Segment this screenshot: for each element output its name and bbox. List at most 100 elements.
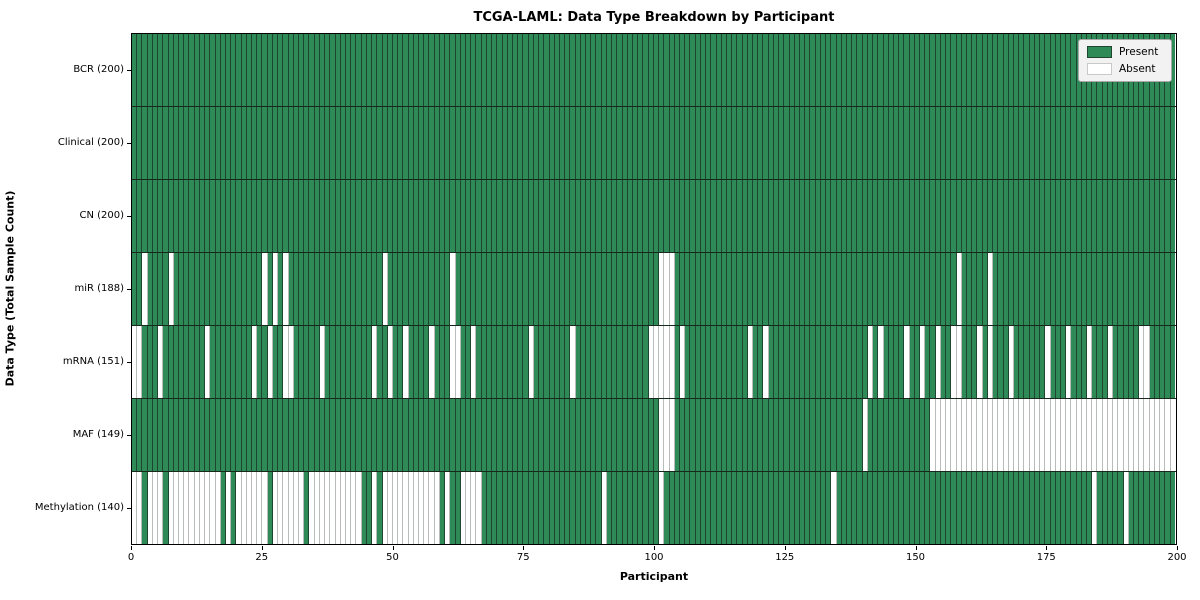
y-tick-mark — [127, 215, 131, 217]
cell — [789, 107, 795, 179]
cell — [434, 107, 440, 179]
cell — [236, 399, 242, 471]
cell — [257, 34, 263, 106]
cell — [982, 399, 988, 471]
cell — [559, 472, 566, 544]
cell — [695, 399, 701, 471]
cell — [502, 399, 508, 471]
cell — [575, 399, 581, 471]
cell — [664, 399, 670, 471]
cell — [852, 399, 858, 471]
cell — [142, 399, 148, 471]
cell — [1113, 472, 1119, 544]
cell — [419, 34, 425, 106]
cell — [878, 326, 884, 398]
cell — [345, 326, 352, 398]
cell — [852, 326, 858, 398]
cell — [810, 107, 816, 179]
cell — [403, 253, 409, 325]
cell — [867, 107, 874, 179]
cell — [586, 399, 592, 471]
cell — [643, 253, 649, 325]
cell — [377, 107, 383, 179]
cell — [215, 399, 221, 471]
cell — [486, 180, 493, 252]
cell — [486, 253, 493, 325]
cell — [826, 253, 832, 325]
cell — [998, 253, 1004, 325]
cell — [262, 253, 268, 325]
cell — [455, 399, 461, 471]
cell — [888, 107, 894, 179]
cell — [742, 107, 748, 179]
cell — [492, 253, 498, 325]
cell — [967, 472, 973, 544]
cell — [173, 253, 179, 325]
x-tick-mark — [392, 546, 394, 550]
cell — [1160, 399, 1166, 471]
cell — [565, 326, 571, 398]
cell — [398, 399, 404, 471]
cell — [1040, 472, 1046, 544]
cell — [1144, 253, 1150, 325]
cell — [1081, 107, 1088, 179]
cell — [252, 399, 258, 471]
cell — [429, 107, 435, 179]
cell — [502, 34, 508, 106]
cell — [768, 180, 774, 252]
cell — [512, 326, 519, 398]
cell — [199, 107, 206, 179]
cell — [1097, 107, 1103, 179]
cell — [194, 34, 200, 106]
cell — [586, 107, 592, 179]
cell — [810, 34, 816, 106]
cell — [215, 326, 221, 398]
cell — [773, 107, 780, 179]
cell — [570, 34, 576, 106]
cell — [946, 472, 952, 544]
cell — [820, 253, 827, 325]
cell — [225, 399, 232, 471]
cell — [272, 472, 279, 544]
cell — [888, 253, 894, 325]
cell — [951, 107, 957, 179]
cell — [878, 399, 884, 471]
cell — [340, 472, 346, 544]
cell — [862, 34, 868, 106]
cell — [523, 107, 529, 179]
cell — [888, 326, 894, 398]
cell — [1160, 253, 1166, 325]
cell — [669, 34, 675, 106]
cell — [711, 399, 717, 471]
cell — [993, 180, 999, 252]
cell — [601, 253, 607, 325]
cell — [267, 180, 273, 252]
cell — [424, 253, 430, 325]
cell — [961, 107, 967, 179]
cell — [272, 326, 279, 398]
cell — [1055, 399, 1061, 471]
cell — [205, 326, 211, 398]
cell — [580, 326, 587, 398]
cell — [1081, 472, 1088, 544]
cell — [977, 326, 983, 398]
cell — [481, 326, 487, 398]
cell — [862, 326, 868, 398]
cell — [1113, 180, 1119, 252]
cell — [925, 34, 931, 106]
cell — [502, 107, 508, 179]
cell — [617, 472, 623, 544]
cell — [528, 180, 534, 252]
cell — [523, 180, 529, 252]
cell — [152, 326, 159, 398]
cell — [982, 253, 988, 325]
cell — [789, 34, 795, 106]
cell — [841, 253, 847, 325]
cell — [1076, 107, 1082, 179]
cell — [1024, 399, 1030, 471]
cell — [930, 253, 936, 325]
cell — [925, 399, 931, 471]
cell — [1076, 326, 1082, 398]
cell — [481, 472, 487, 544]
cell — [653, 326, 660, 398]
